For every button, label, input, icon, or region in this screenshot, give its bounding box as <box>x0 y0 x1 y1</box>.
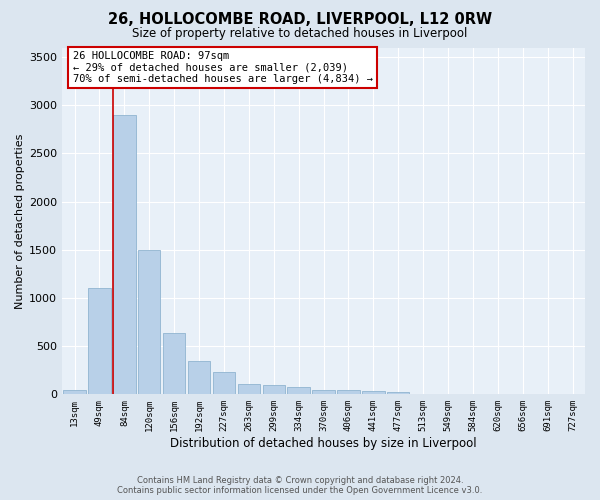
Bar <box>387 392 409 394</box>
Text: Size of property relative to detached houses in Liverpool: Size of property relative to detached ho… <box>133 28 467 40</box>
Bar <box>263 385 285 394</box>
Text: Contains HM Land Registry data © Crown copyright and database right 2024.
Contai: Contains HM Land Registry data © Crown c… <box>118 476 482 495</box>
Bar <box>88 288 111 395</box>
Y-axis label: Number of detached properties: Number of detached properties <box>15 133 25 308</box>
Text: 26, HOLLOCOMBE ROAD, LIVERPOOL, L12 0RW: 26, HOLLOCOMBE ROAD, LIVERPOOL, L12 0RW <box>108 12 492 28</box>
Bar <box>287 387 310 394</box>
Bar <box>238 384 260 394</box>
Bar <box>163 332 185 394</box>
Bar <box>138 250 160 394</box>
Bar <box>64 390 86 394</box>
Bar <box>188 360 210 394</box>
Bar <box>313 390 335 394</box>
Text: 26 HOLLOCOMBE ROAD: 97sqm
← 29% of detached houses are smaller (2,039)
70% of se: 26 HOLLOCOMBE ROAD: 97sqm ← 29% of detac… <box>73 51 373 84</box>
Bar <box>337 390 359 394</box>
Bar <box>213 372 235 394</box>
Bar <box>113 115 136 394</box>
Bar <box>362 392 385 394</box>
X-axis label: Distribution of detached houses by size in Liverpool: Distribution of detached houses by size … <box>170 437 477 450</box>
